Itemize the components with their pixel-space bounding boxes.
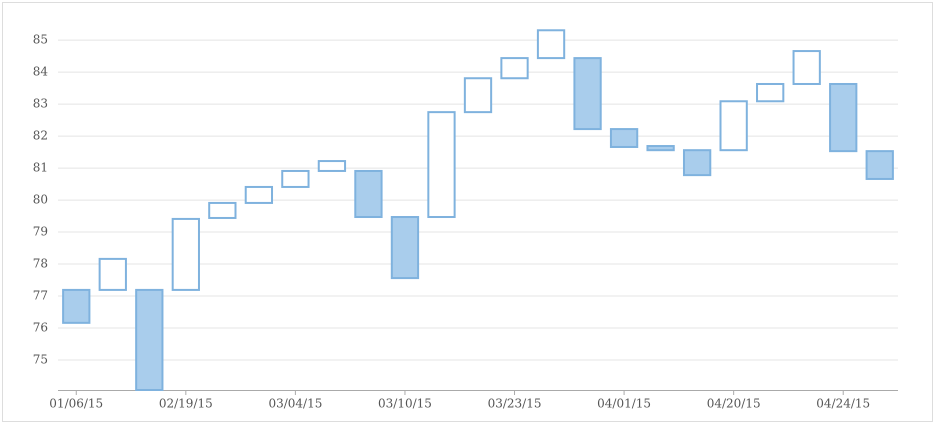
y-tick-label: 79 xyxy=(33,225,48,239)
candle-body xyxy=(208,201,237,219)
x-tick-label: 02/19/15 xyxy=(159,397,213,411)
candle-body xyxy=(354,169,383,219)
candle-body xyxy=(829,82,858,153)
candle-body xyxy=(62,288,91,324)
x-tick-label: 03/23/15 xyxy=(488,397,542,411)
candle-body xyxy=(756,82,785,103)
candle-body xyxy=(500,57,529,80)
y-tick-label: 82 xyxy=(33,129,48,143)
x-tick-label: 04/24/15 xyxy=(816,397,870,411)
candle-body xyxy=(646,145,675,152)
x-tick-label: 03/04/15 xyxy=(268,397,322,411)
candle-body xyxy=(317,160,347,172)
x-tick-label: 01/06/15 xyxy=(49,397,103,411)
candle-body xyxy=(573,57,602,131)
candle-body xyxy=(135,288,164,392)
x-tick-label: 03/10/15 xyxy=(378,397,432,411)
candle-body xyxy=(171,217,200,291)
y-tick-label: 76 xyxy=(33,320,48,334)
y-tick-label: 81 xyxy=(33,161,48,175)
y-tick-label: 78 xyxy=(33,257,48,271)
y-tick-label: 77 xyxy=(33,288,48,302)
y-tick-label: 83 xyxy=(33,97,48,111)
candle-body xyxy=(98,257,127,291)
x-tick-label: 04/20/15 xyxy=(707,397,761,411)
candle-body xyxy=(682,149,712,177)
y-tick-label: 80 xyxy=(33,193,48,207)
candle-body xyxy=(390,216,420,280)
candle-body xyxy=(719,100,748,152)
candle-body xyxy=(609,128,639,148)
x-tick-label: 04/01/15 xyxy=(597,397,651,411)
candle-body xyxy=(536,29,566,60)
candle-body xyxy=(244,185,274,204)
y-tick-label: 84 xyxy=(33,65,49,79)
candle-body xyxy=(427,111,456,219)
candle-body xyxy=(792,50,821,85)
candle-body xyxy=(281,169,310,188)
y-tick-label: 75 xyxy=(33,352,48,366)
y-tick-label: 85 xyxy=(33,33,48,47)
candle-body xyxy=(463,77,493,114)
candle-body xyxy=(865,150,894,180)
